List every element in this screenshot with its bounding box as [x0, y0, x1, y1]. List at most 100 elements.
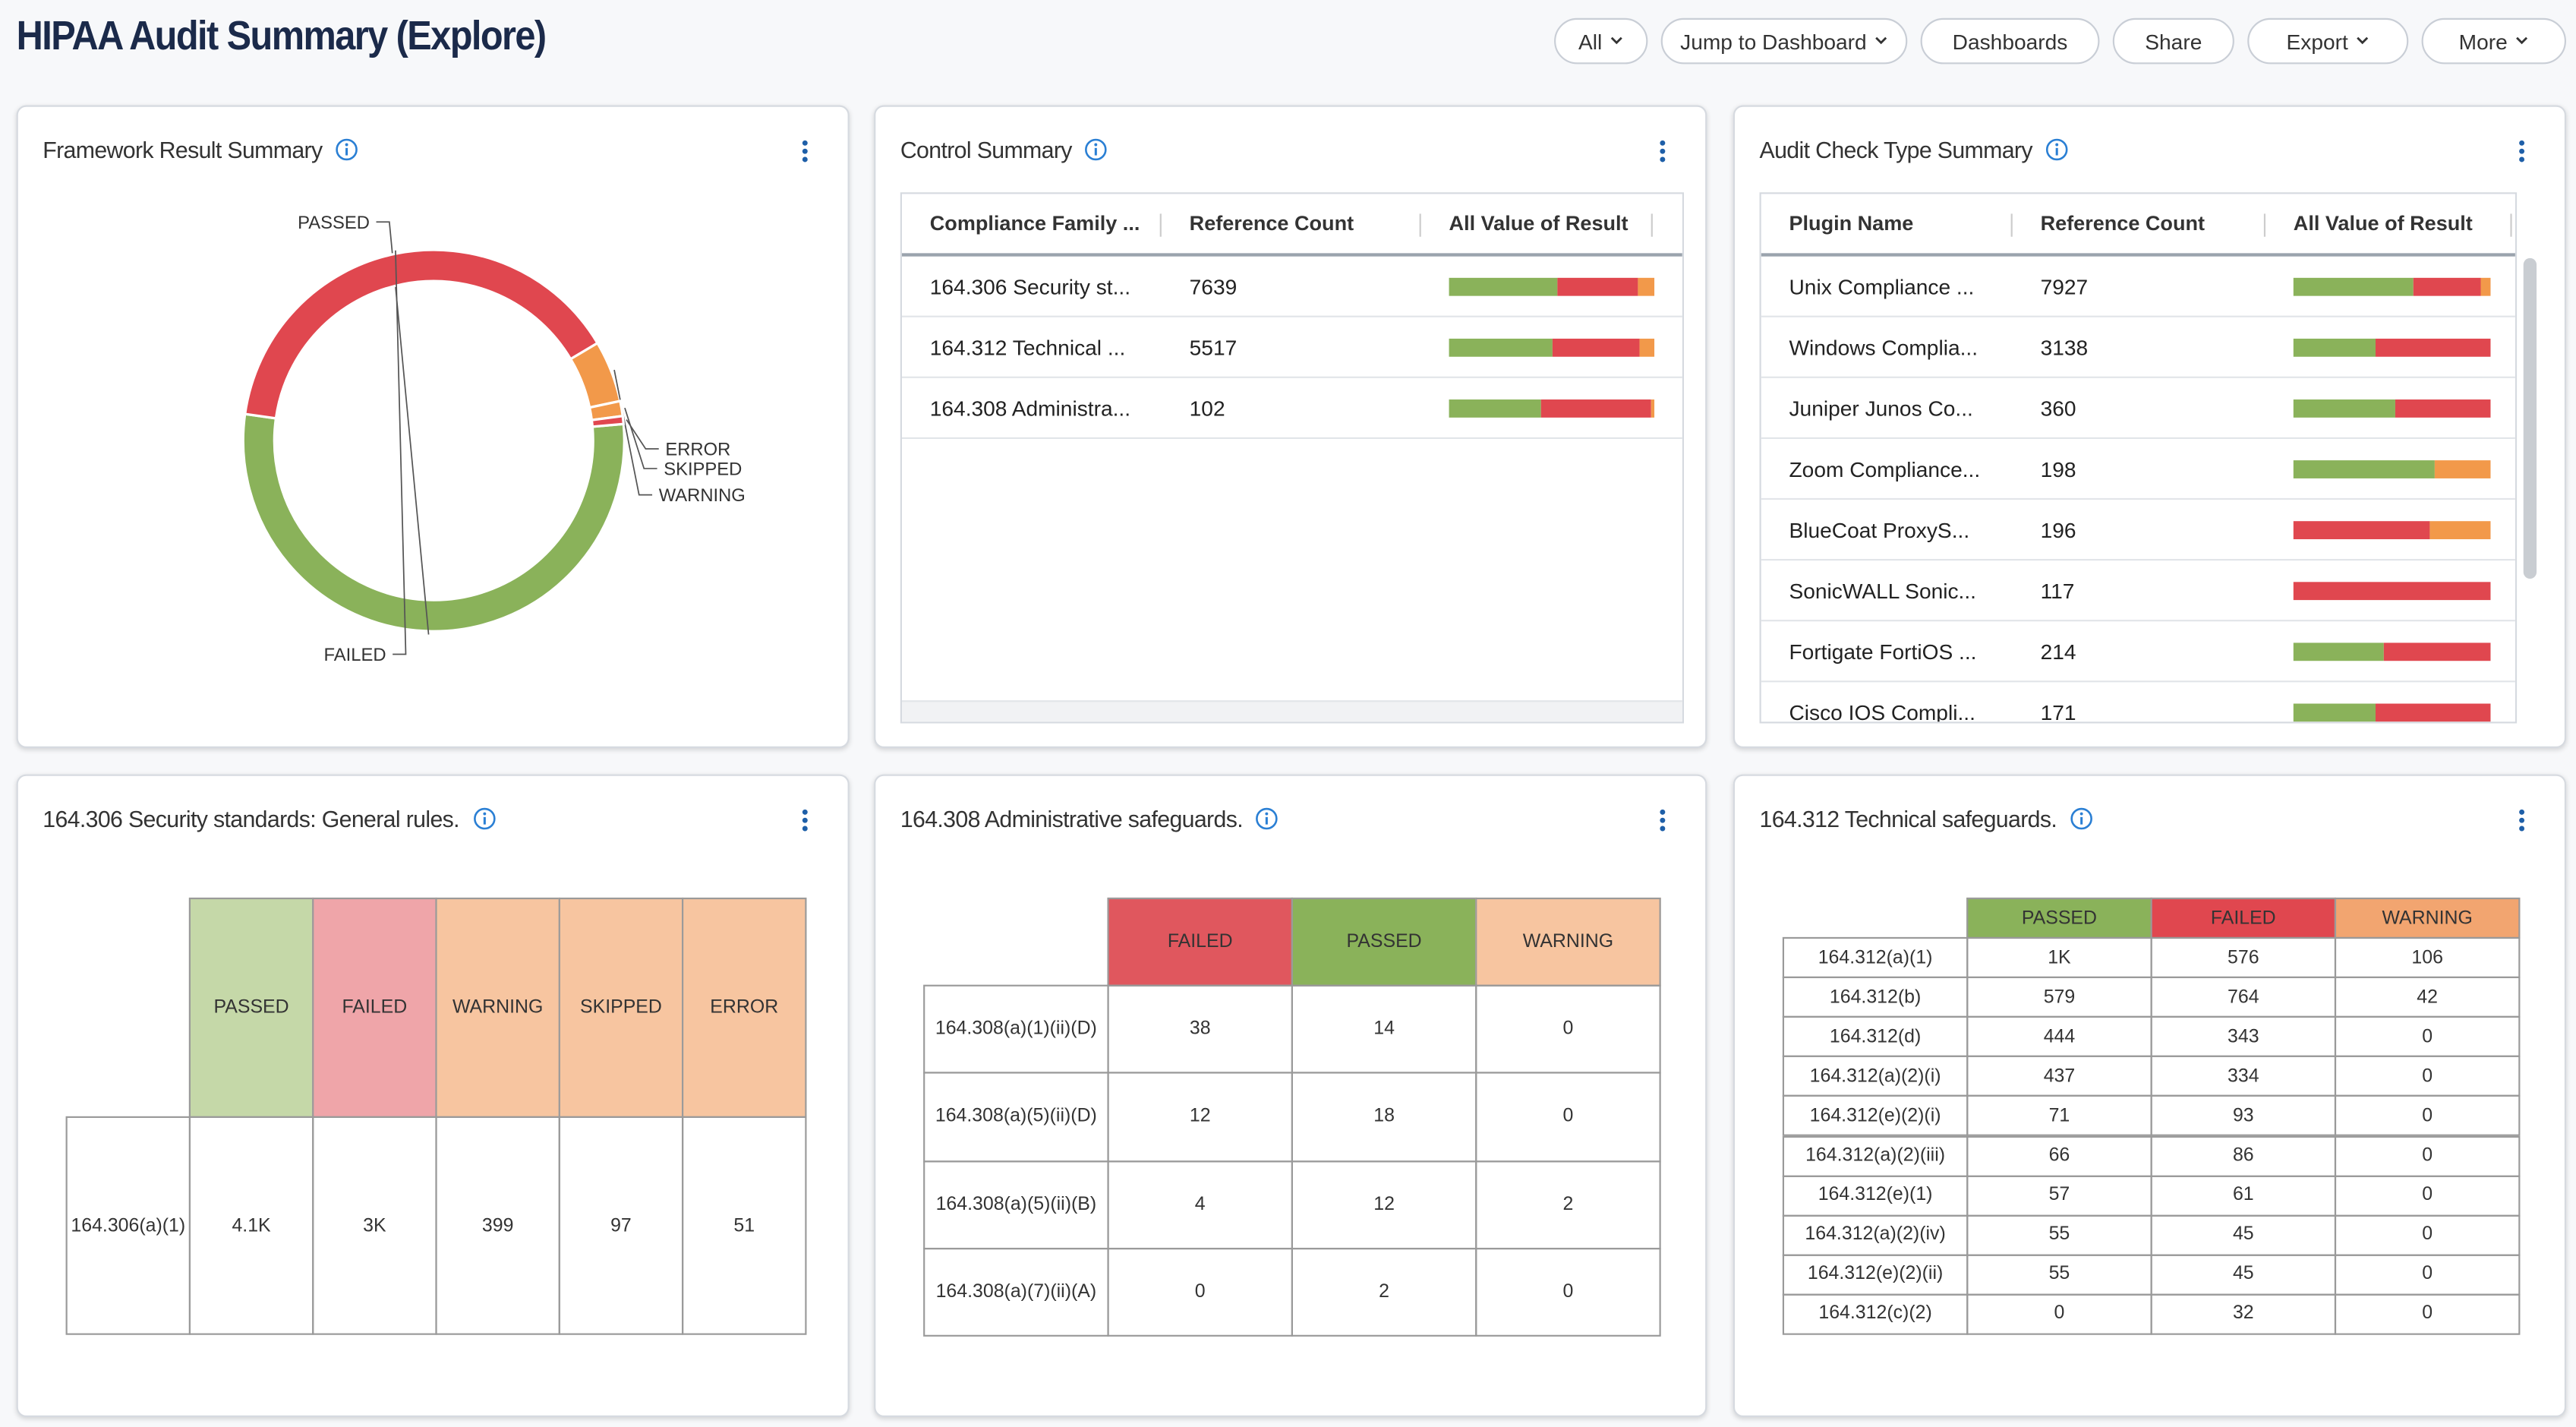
cell-value: 343 — [2150, 1016, 2337, 1058]
column-header: FAILED — [312, 897, 437, 1118]
column-header: PASSED — [1966, 897, 2152, 939]
cell-value: 0 — [1966, 1293, 2152, 1335]
dashboard-title: HIPAA Audit Summary (Explore) — [16, 13, 547, 59]
column-divider — [2510, 213, 2512, 237]
row-label: 164.312(e)(2)(ii) — [1782, 1254, 1969, 1296]
bar-segment — [1541, 399, 1651, 418]
bar-segment — [1449, 338, 1552, 357]
bar-segment — [2293, 521, 2429, 540]
toolbar-button[interactable]: More — [2421, 17, 2567, 65]
row-rule — [1761, 437, 2515, 439]
row-count: 117 — [2040, 578, 2075, 604]
cell-value: 2 — [1475, 1160, 1661, 1249]
toolbar-button[interactable]: Dashboards — [1920, 17, 2100, 65]
column-divider — [1651, 213, 1653, 237]
scroll-track — [901, 700, 1682, 722]
header-rule — [1761, 253, 2515, 257]
cell-value: 14 — [1291, 984, 1477, 1075]
cell-value: 579 — [1966, 977, 2152, 1018]
cell-value: 61 — [2150, 1174, 2337, 1217]
row-label: 164.312(b) — [1782, 977, 1969, 1018]
column-divider — [1159, 213, 1162, 237]
kebab-menu — [802, 140, 808, 163]
cell-value: 32 — [2150, 1293, 2337, 1335]
row-count: 7639 — [1189, 274, 1238, 299]
row-count: 360 — [2040, 396, 2076, 421]
panel-title: 164.306 Security standards: General rule… — [43, 805, 459, 832]
row-name: 164.308 Administra... — [929, 396, 1131, 421]
toolbar-button[interactable]: Export — [2247, 17, 2409, 65]
cell-value: 71 — [1966, 1095, 2152, 1137]
kebab-menu — [2519, 809, 2525, 832]
column-divider — [2263, 213, 2266, 237]
cell-value: 0 — [2334, 1293, 2521, 1335]
row-count: 3138 — [2040, 335, 2089, 361]
cell-value: 12 — [1291, 1160, 1477, 1249]
column-header: Plugin Name — [1789, 212, 1914, 235]
cell-value: 2 — [1291, 1247, 1477, 1337]
row-count: 102 — [1189, 396, 1225, 421]
row-name: Juniper Junos Co... — [1789, 396, 1973, 421]
bar-segment — [2376, 338, 2491, 357]
donut-segment — [590, 414, 626, 428]
bar-segment — [2414, 277, 2481, 296]
row-label: 164.308(a)(7)(ii)(A) — [923, 1247, 1109, 1337]
column-header: Compliance Family ... — [929, 212, 1140, 235]
row-count: 7927 — [2040, 274, 2089, 299]
row-name: Cisco IOS Compli... — [1789, 700, 1975, 724]
chevron — [1611, 36, 1623, 45]
row-label: 164.308(a)(1)(ii)(D) — [923, 984, 1109, 1075]
panel-title: 164.308 Administrative safeguards. — [900, 805, 1244, 832]
toolbar-button[interactable]: All — [1554, 17, 1648, 65]
row-rule — [1761, 497, 2515, 500]
table: Plugin Name Reference Count All Value of R… — [1759, 192, 2518, 724]
cell-value: 437 — [1966, 1056, 2152, 1097]
row-name: Unix Compliance ... — [1789, 274, 1975, 299]
row-count: 196 — [2040, 517, 2076, 543]
cell-value: 3K — [312, 1116, 437, 1335]
row-label: 164.312(c)(2) — [1782, 1293, 1969, 1335]
row-label: 164.312(e)(1) — [1782, 1174, 1969, 1217]
leader-line — [626, 419, 659, 450]
bar-segment — [1638, 277, 1655, 296]
leader-line — [393, 250, 407, 655]
cell-value: 45 — [2150, 1254, 2337, 1296]
column-header: WARNING — [2334, 897, 2521, 939]
bar-segment — [1557, 277, 1638, 296]
cell-value: 0 — [2334, 1254, 2521, 1296]
row-rule — [901, 437, 1682, 439]
column-divider — [2010, 213, 2013, 237]
cell-value: 1K — [1966, 936, 2152, 979]
toolbar-button[interactable]: Share — [2112, 17, 2234, 65]
bar-segment — [2293, 460, 2436, 478]
bar-segment — [2480, 277, 2491, 296]
row-label: 164.312(d) — [1782, 1016, 1969, 1058]
cell-value: 0 — [1475, 1072, 1661, 1162]
button-label: More — [2458, 28, 2508, 54]
bar-segment — [2435, 460, 2491, 478]
cell-value: 0 — [2334, 1174, 2521, 1217]
panel: Framework Result Summary PASSED FAILED WARN… — [16, 105, 850, 748]
bar-segment — [1650, 399, 1655, 418]
leader-line — [376, 221, 430, 635]
panel-title: Framework Result Summary — [43, 136, 323, 163]
row-name: BlueCoat ProxyS... — [1789, 517, 1970, 543]
row-rule — [1761, 376, 2515, 378]
cell-value: 86 — [2150, 1135, 2337, 1177]
cell-value: 576 — [2150, 936, 2337, 979]
row-count: 198 — [2040, 456, 2076, 482]
row-label: 164.306(a)(1) — [65, 1116, 191, 1335]
kebab-menu — [1660, 140, 1666, 163]
cell-value: 764 — [2150, 977, 2337, 1018]
cell-value: 38 — [1107, 984, 1293, 1075]
donut-segment — [243, 248, 600, 420]
bar-segment — [2376, 703, 2491, 722]
cell-value: 18 — [1291, 1072, 1477, 1162]
table: Compliance Family ... Reference Count All … — [900, 192, 1684, 724]
row-name: Zoom Compliance... — [1789, 456, 1981, 482]
row-rule — [1761, 680, 2515, 683]
cell-value: 334 — [2150, 1056, 2337, 1097]
toolbar-button[interactable]: Jump to Dashboard — [1660, 17, 1908, 65]
